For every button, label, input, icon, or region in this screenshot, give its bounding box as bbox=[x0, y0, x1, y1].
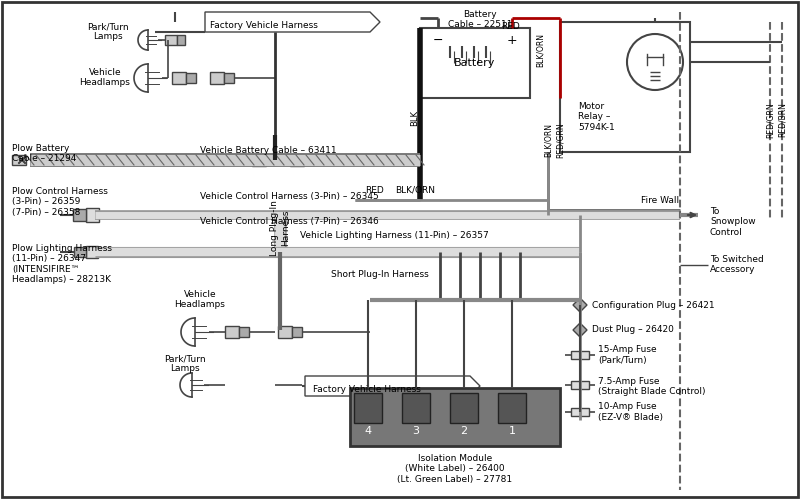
Bar bbox=[304, 155, 314, 165]
Bar bbox=[172, 72, 186, 84]
Bar bbox=[350, 388, 560, 446]
Text: Long Plug-In
Harness: Long Plug-In Harness bbox=[270, 200, 290, 256]
Text: Plow Control Harness
(3-Pin) – 26359
(7-Pin) – 26358: Plow Control Harness (3-Pin) – 26359 (7-… bbox=[12, 187, 108, 217]
Text: BLK/ORN: BLK/ORN bbox=[395, 186, 435, 195]
Bar bbox=[86, 246, 98, 258]
Bar bbox=[571, 381, 589, 389]
Text: Vehicle Battery Cable – 63411: Vehicle Battery Cable – 63411 bbox=[200, 146, 337, 155]
Text: 3: 3 bbox=[413, 426, 419, 436]
Text: Dust Plug – 26420: Dust Plug – 26420 bbox=[592, 325, 674, 334]
Text: Park/Turn
Lamps: Park/Turn Lamps bbox=[164, 354, 206, 373]
Text: RED/BRN: RED/BRN bbox=[778, 103, 786, 137]
Text: RED: RED bbox=[365, 186, 384, 195]
Bar bbox=[571, 408, 589, 416]
Text: −: − bbox=[433, 33, 443, 46]
Bar bbox=[450, 393, 478, 423]
Text: 7.5-Amp Fuse
(Straight Blade Control): 7.5-Amp Fuse (Straight Blade Control) bbox=[598, 377, 706, 396]
Text: Plow Battery
Cable – 21294: Plow Battery Cable – 21294 bbox=[12, 144, 76, 163]
Bar bbox=[73, 209, 86, 221]
Bar bbox=[74, 247, 86, 257]
Text: Motor
Relay –
5794K-1: Motor Relay – 5794K-1 bbox=[578, 102, 614, 132]
Text: 4: 4 bbox=[365, 426, 371, 436]
Bar bbox=[224, 73, 234, 83]
Bar bbox=[402, 393, 430, 423]
Bar bbox=[560, 22, 690, 152]
Text: Vehicle Lighting Harness (11-Pin) – 26357: Vehicle Lighting Harness (11-Pin) – 2635… bbox=[300, 231, 489, 240]
Bar bbox=[252, 154, 266, 166]
Text: 2: 2 bbox=[461, 426, 467, 436]
Text: To Switched
Accessory: To Switched Accessory bbox=[710, 255, 764, 274]
Text: Factory Vehicle Harness: Factory Vehicle Harness bbox=[313, 385, 421, 394]
Text: Factory Vehicle Harness: Factory Vehicle Harness bbox=[210, 20, 318, 29]
Bar bbox=[177, 35, 185, 45]
Text: Isolation Module
(White Label) – 26400
(Lt. Green Label) – 27781: Isolation Module (White Label) – 26400 (… bbox=[398, 454, 513, 484]
Text: BLK: BLK bbox=[410, 110, 419, 126]
Bar bbox=[239, 327, 249, 337]
Text: BLK/ORN: BLK/ORN bbox=[543, 123, 553, 157]
Bar bbox=[420, 28, 530, 98]
Text: To
Snowplow
Control: To Snowplow Control bbox=[710, 207, 756, 237]
Bar bbox=[354, 393, 382, 423]
Text: Plow Lighting Harness
(11-Pin) – 26347
(INTENSIFIRE™
Headlamps) – 28213K: Plow Lighting Harness (11-Pin) – 26347 (… bbox=[12, 244, 112, 284]
Text: Short Plug-In Harness: Short Plug-In Harness bbox=[331, 270, 429, 279]
Bar bbox=[290, 154, 304, 166]
Text: Park/Turn
Lamps: Park/Turn Lamps bbox=[87, 22, 129, 41]
Bar bbox=[498, 393, 526, 423]
Text: Fire Wall: Fire Wall bbox=[641, 196, 679, 205]
Text: 15-Amp Fuse
(Park/Turn): 15-Amp Fuse (Park/Turn) bbox=[598, 345, 657, 365]
Bar bbox=[225, 326, 239, 338]
Bar bbox=[292, 327, 302, 337]
Text: 10-Amp Fuse
(EZ-V® Blade): 10-Amp Fuse (EZ-V® Blade) bbox=[598, 402, 663, 422]
Text: Vehicle
Headlamps: Vehicle Headlamps bbox=[79, 68, 130, 87]
Bar bbox=[571, 351, 589, 359]
Text: Vehicle Control Harness (3-Pin) – 26345: Vehicle Control Harness (3-Pin) – 26345 bbox=[200, 192, 378, 201]
Bar bbox=[86, 208, 99, 222]
Text: RED: RED bbox=[501, 22, 519, 31]
Bar bbox=[210, 72, 224, 84]
Text: Configuration Plug – 26421: Configuration Plug – 26421 bbox=[592, 300, 714, 309]
Text: 1: 1 bbox=[509, 426, 515, 436]
Bar bbox=[186, 73, 196, 83]
Bar bbox=[278, 326, 292, 338]
Text: +: + bbox=[506, 33, 518, 46]
Text: Vehicle Control Harness (7-Pin) – 26346: Vehicle Control Harness (7-Pin) – 26346 bbox=[200, 217, 378, 226]
Polygon shape bbox=[573, 298, 587, 312]
Text: Vehicle
Headlamps: Vehicle Headlamps bbox=[174, 290, 226, 309]
Bar bbox=[12, 155, 26, 165]
Text: BLK/ORN: BLK/ORN bbox=[535, 33, 545, 67]
Text: Battery: Battery bbox=[454, 58, 496, 68]
Text: RED/GRN: RED/GRN bbox=[766, 102, 774, 138]
Bar bbox=[165, 35, 177, 45]
Bar bbox=[266, 155, 276, 165]
Text: RED/GRN: RED/GRN bbox=[555, 122, 565, 158]
Text: Battery
Cable – 22511: Battery Cable – 22511 bbox=[448, 10, 512, 29]
Polygon shape bbox=[573, 323, 587, 337]
